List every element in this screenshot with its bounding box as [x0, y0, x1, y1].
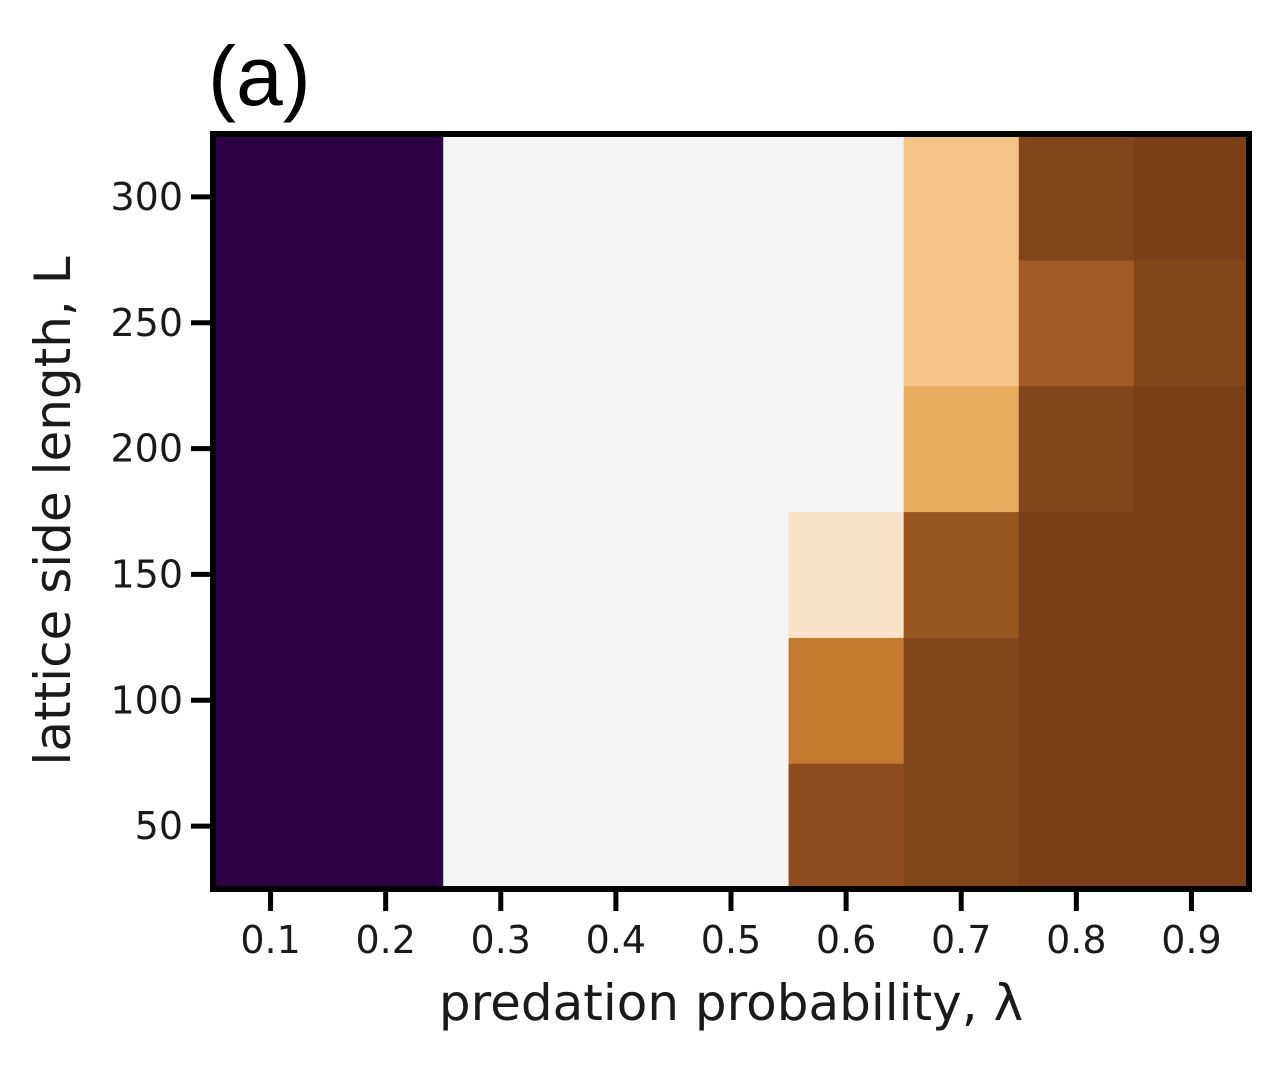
- heatmap-cell: [443, 134, 559, 261]
- x-tick-label: 0.7: [931, 918, 991, 962]
- y-tick-label: 300: [110, 175, 183, 219]
- y-tick-label: 200: [110, 427, 183, 471]
- heatmap-cell: [673, 637, 790, 764]
- heatmap-cells: [213, 134, 1250, 890]
- y-tick-label: 50: [135, 804, 183, 848]
- heatmap-cell: [558, 385, 675, 513]
- heatmap-cell: [443, 511, 559, 638]
- heatmap-cell: [1018, 385, 1135, 513]
- heatmap-cell: [788, 134, 905, 261]
- heatmap-cell: [213, 134, 329, 261]
- heatmap-cell: [1018, 259, 1135, 387]
- heatmap-cell: [903, 637, 1020, 764]
- heatmap-cell: [328, 763, 444, 890]
- heatmap-cell: [673, 134, 790, 261]
- heatmap-cell: [1018, 511, 1135, 638]
- y-tick-label: 250: [110, 301, 183, 345]
- heatmap-cell: [788, 511, 905, 638]
- heatmap-cell: [213, 637, 329, 764]
- heatmap-cell: [903, 385, 1020, 513]
- heatmap-cell: [213, 385, 329, 513]
- heatmap-cell: [443, 385, 559, 513]
- heatmap-cell: [903, 511, 1020, 638]
- heatmap-cell: [788, 763, 905, 890]
- heatmap-cell: [1133, 259, 1250, 387]
- heatmap-cell: [788, 259, 905, 387]
- heatmap-cell: [558, 259, 675, 387]
- y-tick-label: 150: [110, 552, 183, 596]
- heatmap-cell: [213, 763, 329, 890]
- heatmap-cell: [788, 637, 905, 764]
- x-axis-ticks: 0.1 0.2 0.3 0.4 0.5 0.6 0.7 0.8 0.9: [240, 889, 1222, 962]
- x-tick-label: 0.4: [586, 918, 646, 962]
- x-tick-label: 0.1: [240, 918, 300, 962]
- x-tick-label: 0.2: [355, 918, 415, 962]
- y-axis-ticks: 50 100 150 200 250 300: [110, 175, 213, 848]
- heatmap-cell: [673, 511, 790, 638]
- heatmap-cell: [1133, 385, 1250, 513]
- x-axis-label: predation probability, λ: [439, 974, 1023, 1032]
- heatmap-cell: [328, 385, 444, 513]
- heatmap-cell: [443, 637, 559, 764]
- heatmap-cell: [903, 763, 1020, 890]
- y-axis-label: lattice side length, L: [24, 256, 82, 765]
- heatmap-cell: [1133, 637, 1250, 764]
- heatmap-cell: [1133, 134, 1250, 261]
- x-tick-label: 0.9: [1161, 918, 1221, 962]
- heatmap-cell: [673, 385, 790, 513]
- heatmap-cell: [673, 763, 790, 890]
- heatmap-cell: [1018, 637, 1135, 764]
- heatmap-cell: [673, 259, 790, 387]
- x-tick-label: 0.3: [471, 918, 531, 962]
- heatmap-cell: [1133, 763, 1250, 890]
- heatmap-cell: [558, 511, 675, 638]
- heatmap-cell: [443, 763, 559, 890]
- panel-label: (a): [208, 29, 311, 123]
- x-tick-label: 0.6: [816, 918, 876, 962]
- heatmap-cell: [328, 259, 444, 387]
- x-tick-label: 0.5: [701, 918, 761, 962]
- heatmap-cell: [328, 511, 444, 638]
- heatmap-cell: [1018, 134, 1135, 261]
- heatmap-cell: [1133, 511, 1250, 638]
- heatmap-cell: [903, 134, 1020, 261]
- heatmap-cell: [213, 259, 329, 387]
- heatmap-cell: [558, 637, 675, 764]
- heatmap-cell: [903, 259, 1020, 387]
- heatmap-cell: [558, 763, 675, 890]
- heatmap-cell: [213, 511, 329, 638]
- heatmap-cell: [328, 134, 444, 261]
- heatmap-cell: [788, 385, 905, 513]
- x-tick-label: 0.8: [1046, 918, 1106, 962]
- heatmap-cell: [443, 259, 559, 387]
- heatmap-cell: [328, 637, 444, 764]
- y-tick-label: 100: [110, 678, 183, 722]
- heatmap-cell: [558, 134, 675, 261]
- heatmap-cell: [1018, 763, 1135, 890]
